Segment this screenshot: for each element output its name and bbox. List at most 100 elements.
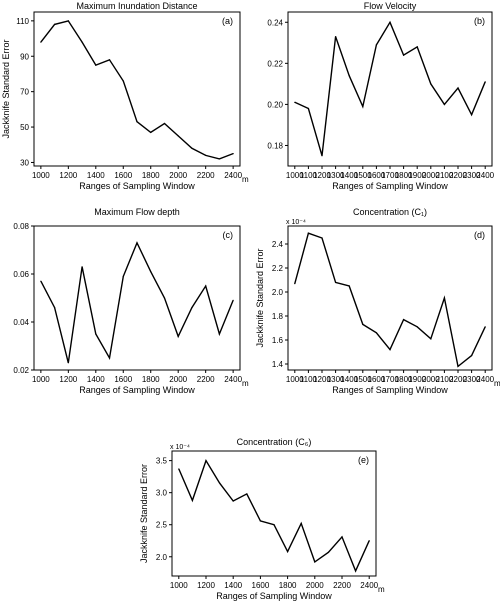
y-tick-label: 90 — [20, 52, 29, 61]
x-unit-label: m — [378, 585, 385, 594]
x-tick-label: 2000 — [422, 375, 440, 384]
x-tick-label: 2400 — [224, 171, 242, 180]
data-point — [294, 283, 296, 285]
x-axis-label: Ranges of Sampling Window — [332, 385, 448, 395]
x-tick-label: 2300 — [463, 375, 481, 384]
data-point — [122, 80, 124, 82]
y-tick-label: 1.8 — [272, 312, 284, 321]
x-tick-label: 1800 — [279, 581, 297, 590]
x-tick-label: 2000 — [306, 581, 324, 590]
data-point — [232, 299, 234, 301]
data-point — [443, 103, 445, 105]
panel-label: (c) — [223, 230, 234, 240]
data-point — [368, 540, 370, 542]
data-point — [54, 307, 56, 309]
x-tick-label: 2400 — [476, 171, 494, 180]
data-point — [362, 105, 364, 108]
data-point — [327, 551, 329, 553]
data-point — [205, 154, 207, 156]
x-tick-label: 2200 — [197, 375, 215, 384]
x-tick-label: 2200 — [449, 375, 467, 384]
data-point — [314, 561, 316, 563]
data-point — [430, 83, 432, 85]
y-tick-label: 30 — [20, 158, 29, 167]
data-point — [389, 21, 391, 23]
x-axis-label: Ranges of Sampling Window — [332, 181, 448, 191]
data-point — [54, 23, 56, 25]
data-point — [457, 365, 459, 367]
x-tick-label: 2000 — [422, 171, 440, 180]
data-point — [219, 482, 221, 484]
y-tick-label: 2.2 — [272, 264, 284, 273]
data-point — [40, 41, 42, 43]
y-tick-label: 1.6 — [272, 336, 284, 345]
x-tick-label: 1500 — [354, 171, 372, 180]
data-point — [300, 522, 302, 525]
panel-label: (b) — [474, 16, 485, 26]
y-axis-label: Jackknife Standard Error — [255, 248, 265, 347]
data-point — [348, 285, 350, 287]
y-axis-label: Jackknife Standard Error — [139, 464, 149, 563]
x-tick-label: 2100 — [436, 171, 454, 180]
x-tick-label: 1200 — [59, 171, 77, 180]
x-tick-label: 1700 — [381, 171, 399, 180]
data-point — [287, 551, 289, 553]
x-tick-label: 1800 — [395, 171, 413, 180]
y-tick-label: 2.5 — [156, 521, 168, 530]
x-tick-label: 1200 — [59, 375, 77, 384]
x-tick-label: 1400 — [340, 375, 358, 384]
data-point — [178, 468, 180, 470]
chart-panel-c: Maximum Flow depth (c) 1000 1200 1400 1600 180… — [13, 207, 249, 395]
data-point — [81, 41, 83, 43]
chart-title: Concentration (C₆) — [237, 437, 312, 447]
data-point — [67, 20, 69, 22]
y-tick-label: 110 — [16, 17, 29, 26]
plot-frame — [171, 450, 377, 577]
x-tick-label: 1800 — [395, 375, 413, 384]
plot-frame — [33, 11, 241, 167]
x-unit-label: m — [494, 379, 500, 388]
data-point — [321, 237, 323, 239]
x-tick-label: 1100 — [300, 171, 318, 180]
data-point — [163, 122, 166, 125]
x-tick-label: 1000 — [286, 375, 304, 384]
x-tick-label: 1600 — [368, 171, 386, 180]
x-tick-label: 2000 — [169, 171, 187, 180]
data-point — [471, 355, 473, 357]
x-axis-label: Ranges of Sampling Window — [79, 385, 195, 395]
x-tick-label: 1000 — [32, 375, 50, 384]
x-tick-label: 2200 — [449, 171, 467, 180]
y-tick-label: 0.04 — [13, 318, 29, 327]
data-point — [416, 326, 418, 328]
data-point — [232, 153, 234, 155]
data-point — [307, 232, 309, 234]
data-point — [443, 297, 445, 299]
x-tick-label: 1400 — [87, 375, 105, 384]
x-tick-label: 2000 — [169, 375, 187, 384]
data-point — [375, 44, 377, 46]
chart-title: Concentration (C₁) — [353, 207, 427, 217]
data-point — [484, 326, 486, 328]
chart-panel-d: Concentration (C₁)(d)x 10⁻⁴1000110012001… — [255, 207, 500, 395]
y-multiplier-label: x 10⁻⁴ — [170, 444, 190, 451]
x-unit-label: m — [242, 379, 249, 388]
data-point — [67, 362, 69, 364]
x-tick-label: 1900 — [408, 375, 426, 384]
y-tick-label: 0.22 — [267, 59, 283, 68]
x-tick-label: 1700 — [381, 375, 399, 384]
chart-title: Flow Velocity — [364, 1, 417, 11]
data-point — [335, 36, 337, 38]
data-point — [471, 114, 473, 116]
data-point — [416, 46, 418, 48]
series-line — [178, 458, 370, 573]
x-tick-label: 1200 — [313, 375, 331, 384]
data-point — [341, 536, 343, 538]
x-tick-label: 1200 — [197, 581, 215, 590]
data-point — [484, 81, 486, 83]
y-tick-label: 3.5 — [156, 457, 168, 466]
x-tick-label: 1100 — [300, 375, 318, 384]
x-tick-label: 1300 — [327, 375, 345, 384]
data-point — [335, 281, 337, 283]
data-point — [177, 335, 179, 337]
data-point — [95, 333, 97, 335]
